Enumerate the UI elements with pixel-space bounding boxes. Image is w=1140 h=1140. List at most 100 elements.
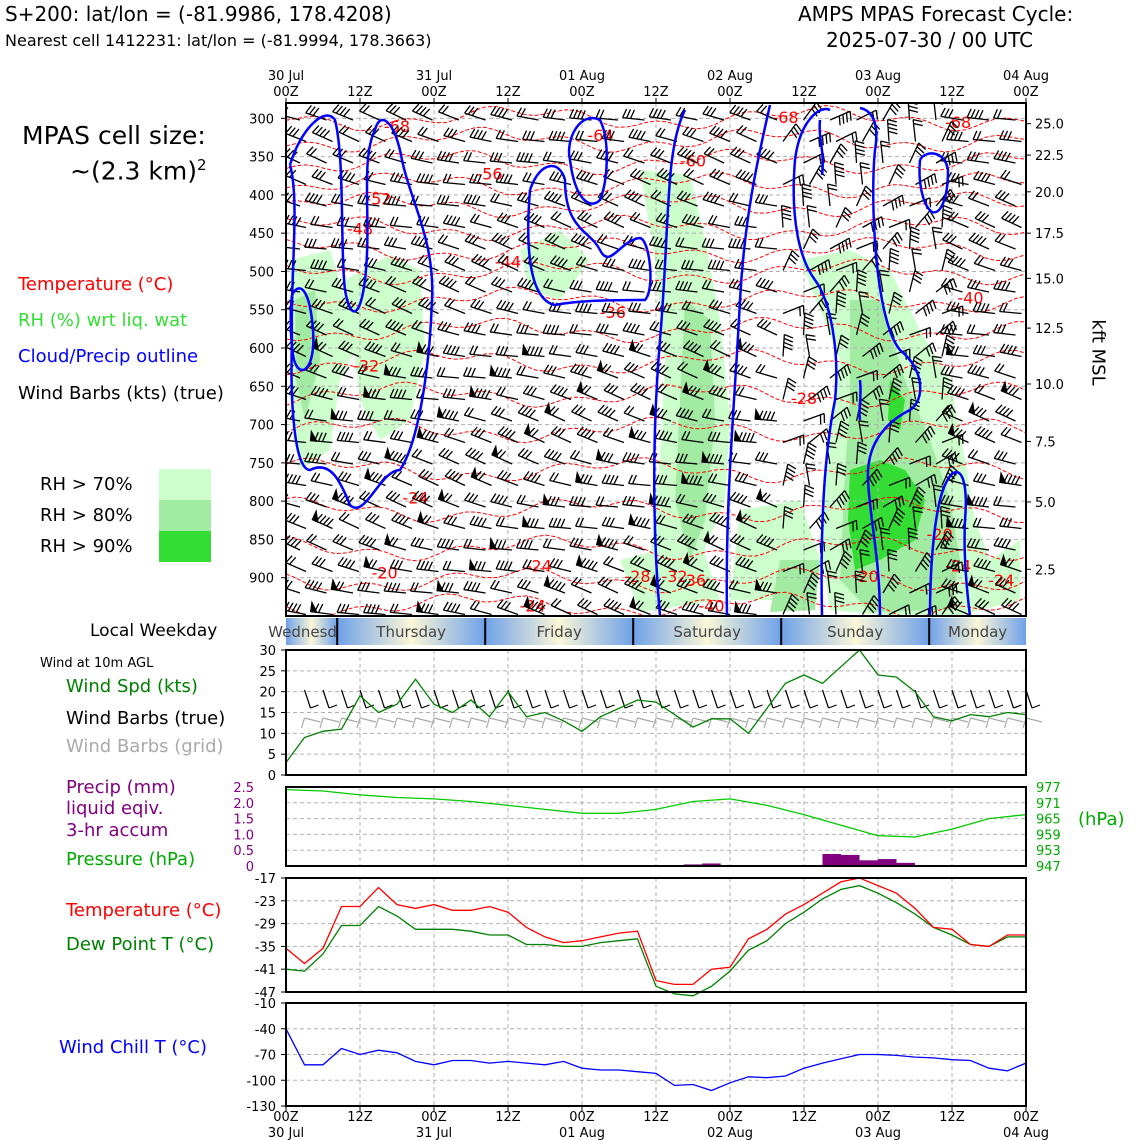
pressure-tick-label: 450 (249, 227, 274, 242)
barb-shaft (357, 589, 380, 594)
grid-barb-tick (726, 717, 731, 729)
barb-tick (873, 471, 880, 481)
kft-tick-label: 20.0 (1035, 186, 1064, 201)
barb-tick (914, 270, 924, 277)
bottom-day-label: 04 Aug (1003, 1126, 1049, 1140)
barb-tick (362, 492, 371, 500)
barb-shaft (915, 473, 935, 487)
barb-tick (632, 129, 639, 139)
barb-tick (634, 324, 640, 334)
barb-tick (313, 321, 321, 330)
barb-tick (364, 512, 373, 520)
barb-tick (416, 560, 422, 570)
weekday-segment (781, 618, 930, 645)
barb-shaft (803, 412, 825, 422)
barb-tick (921, 434, 928, 444)
barb-shaft (941, 455, 963, 465)
barb-tick (399, 454, 407, 463)
barb-tick (473, 601, 480, 611)
barb-tick (493, 367, 499, 377)
barb-tick (622, 495, 628, 505)
barb-tick (835, 599, 845, 604)
surface-barb (747, 689, 756, 709)
barb-shaft (437, 241, 460, 250)
barb-tick (366, 321, 374, 330)
barb-tick (473, 214, 480, 224)
barb-shaft (995, 583, 1016, 594)
barb-tick (348, 432, 354, 442)
temperature-contour (286, 126, 1026, 153)
barb-shaft (522, 567, 545, 573)
barb-tick (321, 432, 327, 442)
barb-tick (388, 450, 395, 460)
barb-tick (865, 185, 874, 193)
barb-shaft (888, 377, 895, 400)
barb-shaft (438, 282, 460, 293)
barb-tick (735, 169, 743, 178)
barb-shaft (973, 138, 996, 143)
top-day-label: 02 Aug (707, 69, 753, 84)
barb-flag (576, 380, 584, 395)
barb-tick (368, 513, 376, 522)
barb-shaft (675, 114, 698, 121)
barb-tick (683, 193, 691, 202)
barb-tick (636, 517, 643, 526)
barb-shaft (729, 369, 751, 379)
barb-tick (741, 432, 747, 442)
barb-shaft (602, 350, 625, 358)
barb-tick (440, 538, 447, 548)
grid-barb-tick (448, 717, 454, 729)
barb-tick (633, 169, 641, 178)
barb-tick (803, 324, 814, 330)
barb-tick (683, 322, 691, 331)
y-tick-label: -35 (255, 940, 276, 955)
top-day-label: 31 Jul (416, 69, 452, 84)
barb-tick (522, 559, 528, 569)
barb-tick (992, 496, 998, 506)
barb-tick (519, 324, 526, 334)
barb-tick (680, 191, 688, 200)
barb-shaft (385, 497, 407, 508)
barb-tick (849, 111, 852, 121)
barb-tick (398, 300, 407, 308)
barb-tick (595, 323, 602, 333)
barb-tick (391, 195, 397, 205)
barb-tick (578, 517, 585, 527)
barb-tick (412, 275, 420, 284)
barb-tick (345, 343, 353, 352)
barb-shaft (967, 159, 990, 164)
barb-tick (421, 256, 429, 265)
barb-tick (637, 386, 645, 395)
barb-tick (508, 430, 516, 439)
barb-tick (742, 473, 749, 483)
barb-tick (286, 193, 293, 202)
barb-tick (877, 218, 881, 229)
barb-tick (997, 451, 1004, 460)
barb-tick (623, 405, 631, 414)
barb-tick (859, 406, 869, 413)
barb-shaft (332, 325, 354, 336)
barb-tick (791, 250, 800, 258)
barb-shaft (973, 480, 996, 487)
weekday-segment (633, 618, 782, 645)
cloud-outline-path (918, 152, 950, 214)
barb-tick (655, 212, 663, 222)
barb-tick (841, 241, 845, 252)
barb-tick (858, 291, 869, 294)
barb-tick (504, 472, 512, 481)
barb-shaft (729, 498, 751, 508)
barb-tick (552, 517, 558, 528)
barb-tick (715, 432, 721, 442)
barb-tick (628, 128, 635, 138)
barb-tick (758, 452, 765, 461)
cloud-outline-path (289, 287, 315, 372)
pressure-tick-label: 650 (249, 380, 274, 395)
barb-tick (863, 189, 872, 197)
barb-tick (332, 318, 341, 327)
barb-tick (384, 148, 391, 158)
surface-barb (618, 689, 626, 709)
barb-tick (622, 322, 629, 331)
barb-tick (848, 538, 852, 549)
barb-tick (890, 423, 900, 429)
barb-tick (1014, 475, 1021, 485)
